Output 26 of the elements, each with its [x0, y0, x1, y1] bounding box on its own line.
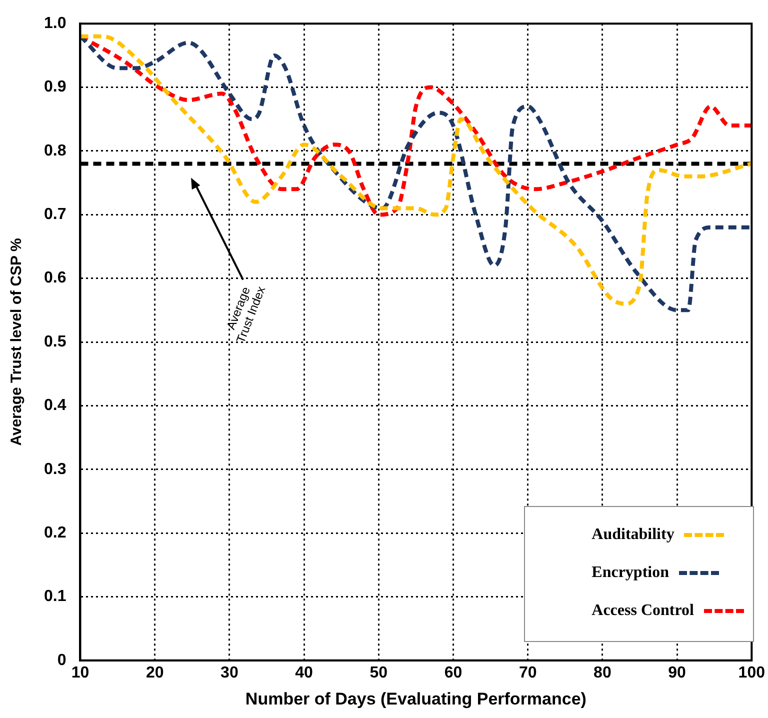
y-tick-label: 0.8 — [44, 142, 66, 160]
y-tick-label: 0.3 — [44, 460, 66, 478]
x-tick-label: 40 — [295, 664, 314, 682]
y-tick-label: 0.2 — [44, 524, 66, 542]
x-tick-label: 20 — [146, 664, 164, 682]
x-tick-label: 90 — [668, 664, 686, 682]
legend-label: Encryption — [592, 564, 669, 582]
legend-label: Access Control — [592, 602, 694, 620]
y-tick-label: 0 — [57, 652, 66, 669]
y-tick-label: 0.1 — [44, 588, 66, 606]
x-axis-title: Number of Days (Evaluating Performance) — [245, 689, 586, 708]
x-tick-label: 60 — [444, 664, 462, 682]
x-tick-label: 70 — [518, 664, 537, 682]
y-tick-label: 0.4 — [44, 397, 66, 414]
y-tick-label: 0.9 — [44, 78, 66, 96]
x-tick-label: 10 — [71, 664, 90, 682]
y-tick-label: 1.0 — [44, 15, 66, 32]
y-tick-label: 0.7 — [44, 206, 66, 224]
x-tick-label: 100 — [738, 664, 766, 682]
legend-label: Auditability — [592, 526, 674, 544]
x-tick-label: 80 — [594, 664, 612, 682]
y-axis-title: Average Trust level of CSP % — [8, 238, 26, 446]
x-tick-label: 30 — [220, 664, 238, 682]
x-tick-label: 50 — [370, 664, 388, 682]
y-tick-label: 0.6 — [44, 270, 66, 287]
y-tick-label: 0.5 — [44, 333, 66, 350]
